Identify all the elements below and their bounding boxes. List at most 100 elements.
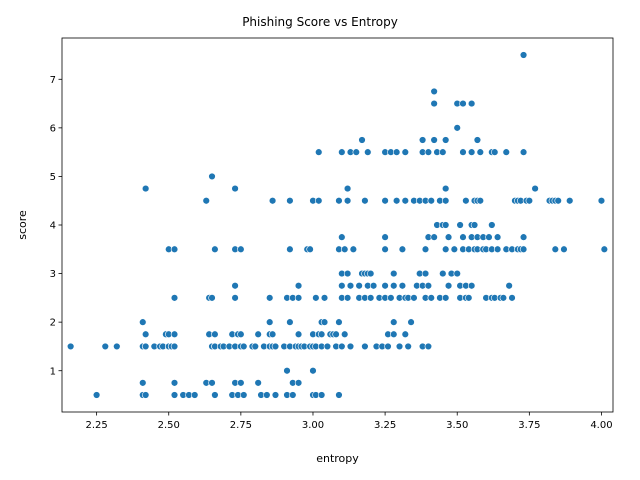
x-tick-label: 4.00 (590, 420, 612, 431)
data-point (263, 391, 271, 399)
data-point (352, 148, 360, 156)
data-point (381, 233, 389, 241)
data-point (170, 294, 179, 302)
data-point (294, 282, 303, 290)
data-point (266, 294, 274, 302)
data-point (560, 245, 568, 253)
data-point (476, 197, 484, 205)
data-point (467, 148, 476, 156)
data-point (289, 391, 297, 399)
data-point (338, 233, 346, 241)
data-point (306, 245, 314, 253)
data-point (237, 245, 245, 253)
data-point (335, 391, 343, 399)
data-point (519, 233, 528, 241)
data-point (283, 367, 291, 375)
data-point (381, 197, 389, 205)
data-point (453, 269, 461, 278)
data-point (294, 294, 303, 302)
x-tick-label: 3.75 (518, 420, 540, 431)
data-point (286, 318, 294, 326)
data-point (398, 282, 407, 290)
data-point (208, 294, 216, 302)
data-point (343, 197, 352, 205)
data-point (421, 269, 430, 278)
data-point (459, 99, 467, 108)
data-point (444, 282, 453, 290)
data-point (101, 342, 109, 351)
data-point (92, 391, 101, 399)
data-point (294, 330, 303, 338)
x-tick-label: 3.00 (302, 420, 324, 431)
data-point (421, 245, 430, 253)
data-point (366, 269, 375, 278)
data-point (343, 184, 352, 193)
data-point (332, 330, 340, 338)
data-point (456, 221, 464, 229)
data-point (170, 342, 179, 351)
data-point (358, 136, 366, 144)
data-point (208, 379, 216, 387)
y-tick-label: 7 (50, 75, 56, 86)
data-point (141, 184, 150, 193)
data-point (320, 318, 329, 326)
data-point (441, 184, 450, 193)
data-point (309, 367, 317, 375)
data-point (473, 136, 482, 144)
data-point (502, 148, 510, 156)
y-tick-label: 2 (50, 318, 56, 329)
data-point (392, 148, 401, 156)
data-point (170, 379, 179, 387)
data-point (237, 379, 245, 387)
data-point (231, 184, 239, 193)
data-point (211, 330, 219, 338)
data-point (341, 330, 349, 338)
plot-area-frame (61, 37, 614, 413)
data-point (459, 148, 467, 156)
data-point (341, 245, 349, 253)
data-point (493, 245, 502, 253)
data-point (240, 391, 248, 399)
data-point (488, 221, 496, 229)
data-point (467, 282, 476, 290)
data-point (141, 391, 150, 399)
data-point (335, 197, 343, 205)
data-point (401, 330, 409, 338)
data-point (170, 330, 179, 338)
data-point (485, 233, 493, 241)
data-point (404, 342, 412, 351)
data-point (317, 330, 326, 338)
data-point (453, 124, 461, 132)
data-point (508, 294, 516, 302)
data-point (361, 197, 369, 205)
data-point (450, 245, 459, 253)
data-point (519, 51, 528, 59)
data-point (271, 342, 280, 351)
data-point (444, 233, 453, 241)
data-point (338, 148, 346, 156)
data-point (531, 184, 539, 193)
data-point (462, 197, 470, 205)
data-point (410, 294, 418, 302)
x-tick-label: 3.50 (446, 420, 468, 431)
data-point (424, 148, 433, 156)
y-tick-label: 6 (50, 123, 56, 134)
y-tick-label: 4 (50, 221, 56, 232)
data-point (266, 318, 274, 326)
data-point (476, 148, 484, 156)
data-point (231, 282, 239, 290)
data-point (470, 221, 479, 229)
data-point (191, 391, 199, 399)
data-point (459, 233, 467, 241)
data-point (401, 197, 409, 205)
data-point (395, 342, 404, 351)
data-point (441, 197, 450, 205)
data-point (364, 148, 372, 156)
data-point (240, 342, 248, 351)
data-point (418, 136, 427, 144)
data-point (554, 197, 562, 205)
data-point (231, 294, 239, 302)
data-point (427, 197, 435, 205)
data-point (338, 342, 346, 351)
